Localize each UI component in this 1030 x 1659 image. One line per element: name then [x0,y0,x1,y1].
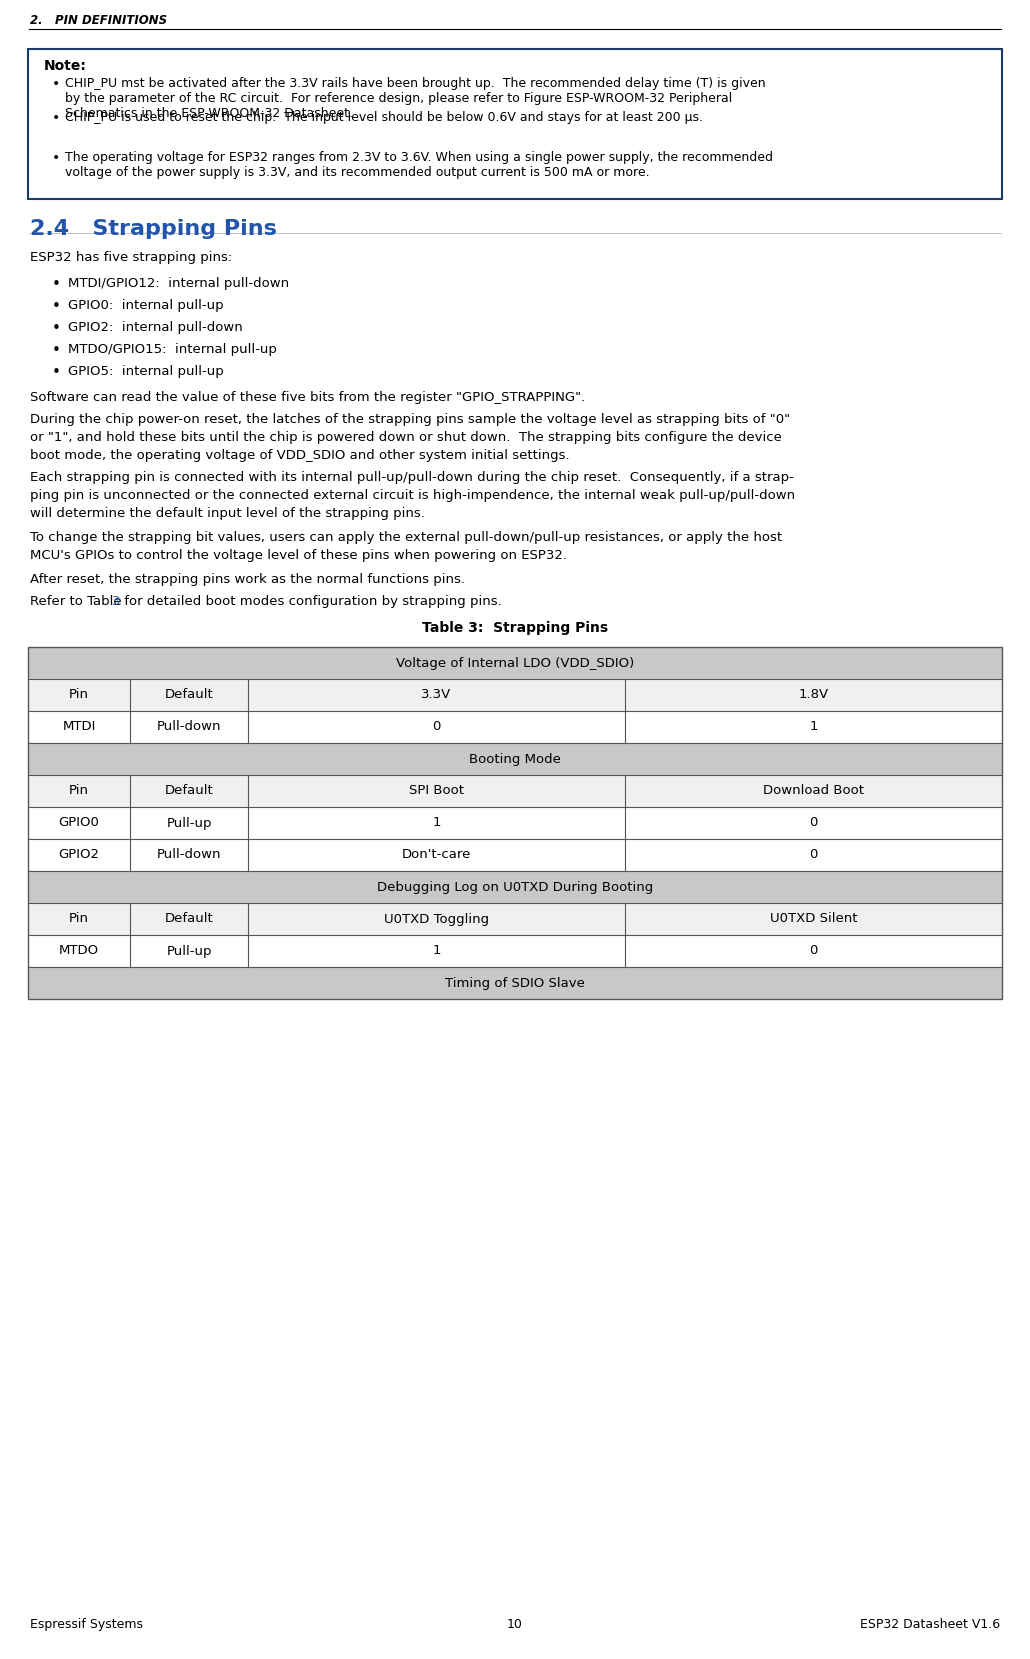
Text: Espressif Systems: Espressif Systems [30,1618,143,1631]
Text: Pull-up: Pull-up [166,816,212,830]
Bar [28,647,1002,999]
Text: MTDO/GPIO15:  internal pull-up: MTDO/GPIO15: internal pull-up [68,343,277,357]
Text: GPIO0:  internal pull-up: GPIO0: internal pull-up [68,299,224,312]
Text: U0TXD Toggling: U0TXD Toggling [384,912,489,926]
Text: To change the strapping bit values, users can apply the external pull-down/pull-: To change the strapping bit values, user… [30,531,782,544]
Text: 0: 0 [810,816,818,830]
Text: Default: Default [165,912,213,926]
Bar [28,967,1002,999]
Text: Pull-up: Pull-up [166,944,212,957]
Bar [28,936,1002,967]
Text: Pull-down: Pull-down [157,720,221,733]
Text: MTDI: MTDI [62,720,96,733]
Text: MTDI/GPIO12:  internal pull-down: MTDI/GPIO12: internal pull-down [68,277,289,290]
Text: •: • [52,111,60,124]
Bar [28,647,1002,679]
Text: GPIO0: GPIO0 [59,816,100,830]
Bar [28,871,1002,902]
Text: 10: 10 [507,1618,523,1631]
Text: Debugging Log on U0TXD During Booting: Debugging Log on U0TXD During Booting [377,881,653,894]
Text: ESP32 Datasheet V1.6: ESP32 Datasheet V1.6 [860,1618,1000,1631]
Text: Software can read the value of these five bits from the register "GPIO_STRAPPING: Software can read the value of these fiv… [30,392,585,405]
Text: boot mode, the operating voltage of VDD_SDIO and other system initial settings.: boot mode, the operating voltage of VDD_… [30,450,570,461]
Bar [28,775,1002,806]
Bar [28,679,1002,712]
Text: Default: Default [165,785,213,798]
Text: Don't-care: Don't-care [402,848,471,861]
Text: U0TXD Silent: U0TXD Silent [769,912,857,926]
Text: GPIO2:  internal pull-down: GPIO2: internal pull-down [68,320,243,333]
Text: Table 3:  Strapping Pins: Table 3: Strapping Pins [422,620,608,635]
Bar [28,839,1002,871]
Text: 0: 0 [433,720,441,733]
Text: 0: 0 [810,944,818,957]
Text: 3: 3 [112,596,121,607]
FancyBboxPatch shape [28,50,1002,199]
Text: or "1", and hold these bits until the chip is powered down or shut down.  The st: or "1", and hold these bits until the ch… [30,431,782,445]
Text: 1.8V: 1.8V [798,688,828,702]
Text: Pin: Pin [69,912,89,926]
Text: ping pin is unconnected or the connected external circuit is high-impendence, th: ping pin is unconnected or the connected… [30,489,795,503]
Bar [28,743,1002,775]
Text: Default: Default [165,688,213,702]
Text: 2.4   Strapping Pins: 2.4 Strapping Pins [30,219,277,239]
Text: The operating voltage for ESP32 ranges from 2.3V to 3.6V. When using a single po: The operating voltage for ESP32 ranges f… [65,151,772,179]
Text: CHIP_PU mst be activated after the 3.3V rails have been brought up.  The recomme: CHIP_PU mst be activated after the 3.3V … [65,76,765,119]
Bar [28,806,1002,839]
Bar [28,902,1002,936]
Text: for detailed boot modes configuration by strapping pins.: for detailed boot modes configuration by… [121,596,502,607]
Text: will determine the default input level of the strapping pins.: will determine the default input level o… [30,508,424,519]
Text: Pin: Pin [69,688,89,702]
Text: MTDO: MTDO [59,944,99,957]
Text: Each strapping pin is connected with its internal pull-up/pull-down during the c: Each strapping pin is connected with its… [30,471,794,484]
Text: After reset, the strapping pins work as the normal functions pins.: After reset, the strapping pins work as … [30,572,465,586]
Text: 1: 1 [433,816,441,830]
Text: •: • [52,365,61,380]
Text: SPI Boot: SPI Boot [409,785,464,798]
Text: Refer to Table: Refer to Table [30,596,126,607]
Text: Pin: Pin [69,785,89,798]
Text: •: • [52,277,61,292]
Text: Booting Mode: Booting Mode [469,753,561,765]
Text: •: • [52,299,61,314]
Text: GPIO5:  internal pull-up: GPIO5: internal pull-up [68,365,224,378]
Text: Note:: Note: [44,60,87,73]
Text: •: • [52,320,61,337]
Text: 1: 1 [810,720,818,733]
Text: •: • [52,151,60,164]
Text: During the chip power-on reset, the latches of the strapping pins sample the vol: During the chip power-on reset, the latc… [30,413,790,426]
Text: Pull-down: Pull-down [157,848,221,861]
Text: Timing of SDIO Slave: Timing of SDIO Slave [445,977,585,989]
Text: GPIO2: GPIO2 [59,848,100,861]
Text: Download Boot: Download Boot [763,785,864,798]
Text: 0: 0 [810,848,818,861]
Bar [28,712,1002,743]
Text: 2.   PIN DEFINITIONS: 2. PIN DEFINITIONS [30,13,167,27]
Text: 3.3V: 3.3V [421,688,451,702]
Text: MCU's GPIOs to control the voltage level of these pins when powering on ESP32.: MCU's GPIOs to control the voltage level… [30,549,566,562]
Text: ESP32 has five strapping pins:: ESP32 has five strapping pins: [30,251,232,264]
Text: •: • [52,343,61,358]
Text: CHIP_PU is used to reset the chip.  The input level should be below 0.6V and sta: CHIP_PU is used to reset the chip. The i… [65,111,703,124]
Text: 1: 1 [433,944,441,957]
Text: Voltage of Internal LDO (VDD_SDIO): Voltage of Internal LDO (VDD_SDIO) [396,657,634,670]
Text: •: • [52,76,60,91]
